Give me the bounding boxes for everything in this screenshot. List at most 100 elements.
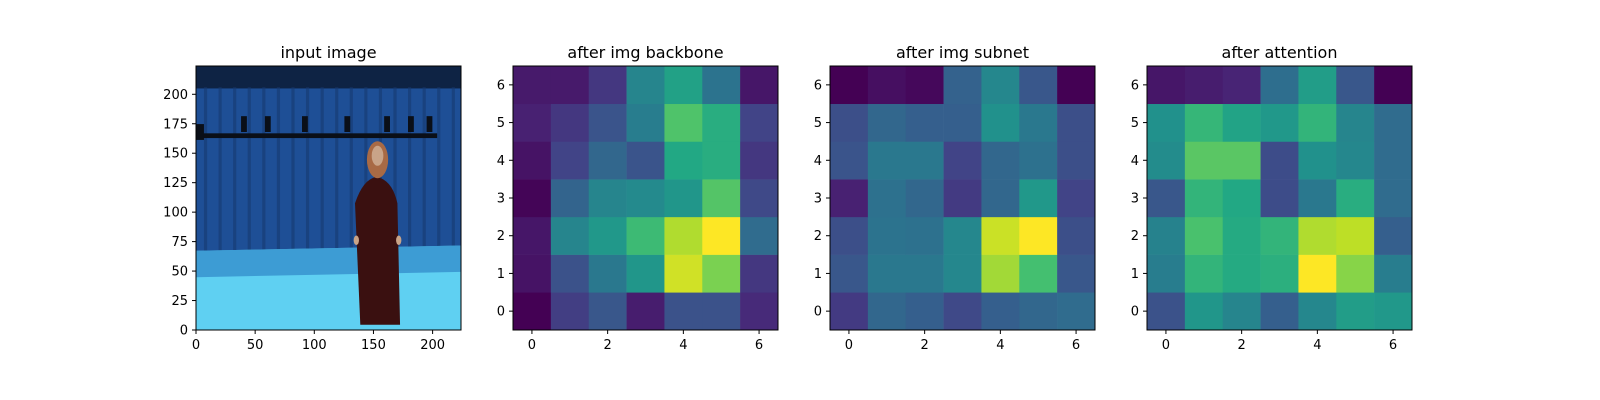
heatmap-cell-r1-c1 xyxy=(550,254,590,293)
heatmap-cell-r0-c5 xyxy=(1336,292,1375,330)
heatmap-cell-r2-c5 xyxy=(702,216,741,255)
heatmap-cell-r4-c1 xyxy=(550,141,590,180)
y-tick-label: 50 xyxy=(171,265,188,280)
heatmap-cell-r6-c1 xyxy=(867,66,907,105)
plot-area xyxy=(1147,66,1412,330)
y-tick-label: 2 xyxy=(497,229,505,244)
heatmap-cell-r2-c5 xyxy=(1336,216,1375,255)
rig-bar xyxy=(196,133,438,139)
plot-area xyxy=(196,66,461,330)
heatmap-cell-r3-c0 xyxy=(830,179,869,218)
heatmap-cell-r3-c6 xyxy=(740,179,778,218)
heatmap-cell-r6-c3 xyxy=(943,66,982,105)
heatmap-cell-r5-c4 xyxy=(981,103,1020,142)
heatmap-cell-r5-c0 xyxy=(1147,103,1186,142)
heatmap-cell-r3-c4 xyxy=(1298,179,1337,218)
rig-camera xyxy=(408,116,414,132)
heatmap-cell-r3-c1 xyxy=(1184,179,1224,218)
heatmap-cell-r5-c3 xyxy=(1260,103,1299,142)
chart-title: input image xyxy=(280,43,376,62)
y-tick-label: 5 xyxy=(814,116,822,131)
heatmap-cell-r0-c6 xyxy=(1374,292,1412,330)
heatmap-cell-r1-c5 xyxy=(1336,254,1375,293)
curtain-fold xyxy=(262,87,266,251)
curtain-fold xyxy=(393,87,397,251)
heatmap-cell-r6-c5 xyxy=(702,66,741,105)
y-tick-label: 75 xyxy=(171,235,188,250)
heatmap-cell-r4-c2 xyxy=(588,141,627,180)
heatmap-cell-r6-c3 xyxy=(626,66,665,105)
heatmap-cell-r4-c5 xyxy=(1019,141,1058,180)
rig-post xyxy=(196,124,204,140)
rig-camera xyxy=(344,116,351,132)
y-tick-label: 100 xyxy=(163,206,188,221)
heatmap-cell-r3-c4 xyxy=(664,179,703,218)
heatmap-cell-r0-c2 xyxy=(905,292,944,330)
heatmap-cell-r4-c5 xyxy=(1336,141,1375,180)
y-tick-label: 5 xyxy=(1131,116,1139,131)
heatmap-cell-r2-c4 xyxy=(981,216,1020,255)
heatmap-cell-r0-c5 xyxy=(702,292,741,330)
heatmap-cell-r2-c5 xyxy=(1019,216,1058,255)
heatmap-cell-r4-c3 xyxy=(1260,141,1299,180)
heatmap-cell-r4-c5 xyxy=(702,141,741,180)
heatmap-cell-r3-c3 xyxy=(626,179,665,218)
heatmap-cell-r2-c2 xyxy=(1222,216,1261,255)
heatmap-cell-r6-c1 xyxy=(550,66,590,105)
heatmap-cell-r4-c4 xyxy=(981,141,1020,180)
chart-panel-0: input image 0 50 100 150 200 0 25 50 75 100 125 150 1… xyxy=(163,43,462,353)
heatmap-cell-r6-c4 xyxy=(981,66,1020,105)
y-tick-label: 1 xyxy=(814,267,822,282)
x-tick-label: 0 xyxy=(528,338,536,353)
heatmap-cell-r1-c0 xyxy=(1147,254,1186,293)
heatmap-cell-r3-c0 xyxy=(1147,179,1186,218)
heatmap-cell-r1-c1 xyxy=(867,254,907,293)
heatmap-cell-r1-c1 xyxy=(1184,254,1224,293)
heatmap-cell-r3-c5 xyxy=(1019,179,1058,218)
heatmap-cell-r3-c2 xyxy=(905,179,944,218)
heatmap-cell-r2-c4 xyxy=(664,216,703,255)
y-tick-label: 3 xyxy=(814,192,822,207)
curtain-fold xyxy=(291,87,295,251)
heatmap-cell-r4-c3 xyxy=(943,141,982,180)
y-tick-label: 4 xyxy=(497,154,505,169)
heatmap-cell-r2-c6 xyxy=(1374,216,1412,255)
heatmap-cell-r4-c0 xyxy=(513,141,552,180)
heatmap-cell-r0-c4 xyxy=(664,292,703,330)
y-tick-label: 25 xyxy=(171,294,188,309)
heatmap-cell-r1-c2 xyxy=(1222,254,1261,293)
heatmap-cell-r5-c0 xyxy=(830,103,869,142)
heatmap-cell-r2-c6 xyxy=(1057,216,1095,255)
curtain-fold xyxy=(335,87,339,251)
heatmap-cell-r3-c6 xyxy=(1374,179,1412,218)
heatmap-cell-r5-c2 xyxy=(1222,103,1261,142)
rig-camera xyxy=(302,116,308,132)
person-hand-left xyxy=(353,235,359,245)
x-tick-label: 6 xyxy=(755,338,763,353)
curtain-fold xyxy=(320,87,324,251)
rig-camera xyxy=(264,116,271,132)
heatmap-cell-r0-c2 xyxy=(588,292,627,330)
heatmap-cell-r0-c3 xyxy=(1260,292,1299,330)
y-tick-label: 6 xyxy=(497,78,505,93)
heatmap-cell-r1-c2 xyxy=(905,254,944,293)
y-tick-label: 5 xyxy=(497,116,505,131)
heatmap-cell-r4-c6 xyxy=(740,141,778,180)
curtain-fold xyxy=(233,87,237,251)
heatmap-cell-r3-c1 xyxy=(550,179,590,218)
heatmap-cell-r3-c5 xyxy=(1336,179,1375,218)
heatmap-cell-r5-c6 xyxy=(1374,103,1412,142)
heatmap-cell-r0-c4 xyxy=(1298,292,1337,330)
heatmap-cell-r5-c6 xyxy=(740,103,778,142)
heatmap-cell-r6-c2 xyxy=(1222,66,1261,105)
x-tick-label: 4 xyxy=(679,338,687,353)
curtain-fold xyxy=(437,87,441,251)
heatmap-cell-r5-c2 xyxy=(905,103,944,142)
y-tick-label: 3 xyxy=(497,192,505,207)
x-tick-label: 6 xyxy=(1072,338,1080,353)
heatmap-cell-r5-c1 xyxy=(550,103,590,142)
heatmap-cell-r2-c1 xyxy=(1184,216,1224,255)
heatmap-cell-r6-c6 xyxy=(1057,66,1095,105)
x-tick-label: 0 xyxy=(192,338,200,353)
